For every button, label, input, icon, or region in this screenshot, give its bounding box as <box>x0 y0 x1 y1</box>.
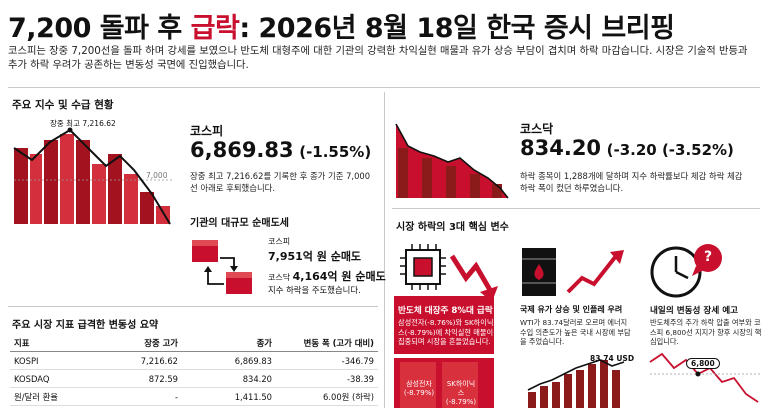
question-mark-icon: ? <box>703 249 713 265</box>
kosdaq-figure: 834.20 (-3.20 (-3.52%) <box>520 136 734 160</box>
col-header: 변동 폭 (고가 대비) <box>276 334 378 352</box>
variable-card-volatility: ? 내일의 변동성 장세 예고 반도체주의 추가 하락 압출 여부와 코스피 6… <box>646 242 764 408</box>
chip-icon <box>400 244 446 290</box>
card-title: 반도체 대장주 8%대 급락 <box>398 306 493 316</box>
title-highlight: 급락 <box>190 13 240 44</box>
down-arrow-icon <box>449 254 498 302</box>
kospi-bar <box>30 154 42 224</box>
kospi-name: 코스피 <box>190 124 224 138</box>
table-header-row: 지표 장중 고가 종가 변동 폭 (고가 대비) <box>10 334 378 352</box>
support-level-label: 6,800 <box>686 358 720 369</box>
table-cell: 6,869.83 <box>182 351 276 370</box>
table-cell: KOSDAQ <box>10 369 88 388</box>
kospi-bar <box>44 140 58 224</box>
kospi-bar <box>108 154 122 224</box>
kospi-bars <box>14 134 170 224</box>
kosdaq-change: (-3.20 (-3.52%) <box>606 141 734 159</box>
oil-barrel-icon <box>522 248 556 296</box>
table-cell: 6.00원 (하락) <box>276 387 378 406</box>
kospi-peak-label: 장중 최고 7,216.62 <box>50 118 116 128</box>
samsung-bar-label: 삼성전자 (-8.79%) <box>403 380 435 397</box>
oil-price-line <box>527 359 625 391</box>
kospi-change: (-1.55%) <box>299 143 372 161</box>
inst-kosdaq-value: 4,164억 원 순매도 <box>292 270 386 283</box>
kospi-bar <box>140 192 154 224</box>
inst-note: 지수 하락을 주도했습니다. <box>268 285 361 295</box>
card-title: 내일의 변동성 장세 예고 <box>650 306 739 316</box>
table-cell: -38.39 <box>276 369 378 388</box>
kospi-bar <box>14 148 28 224</box>
table-row: 원/달러 환율 - 1,411.50 6.00원 (하락) <box>10 387 378 406</box>
price-bars <box>528 360 620 408</box>
kospi-value: 6,869.83 <box>190 138 294 162</box>
table-cell: KOSPI <box>10 351 88 370</box>
rising-trend-icon <box>566 250 624 294</box>
kospi-bar <box>92 164 106 224</box>
table-row: KOSDAQ 872.59 834.20 -38.39 <box>10 369 378 388</box>
table-cell: 834.20 <box>182 369 276 388</box>
lead-paragraph: 코스피는 장중 7,200선을 돌파 하며 강세를 보였으나 반도체 대형주에 … <box>8 45 748 71</box>
kospi-figure: 6,869.83 (-1.55%) <box>190 138 371 162</box>
table-divider <box>8 306 378 307</box>
kosdaq-bar <box>398 148 408 198</box>
title-part1: 7,200 돌파 후 <box>8 13 191 44</box>
kosdaq-name: 코스닥 <box>520 122 554 136</box>
kospi-level-label: 7,000 <box>146 171 168 180</box>
institutional-title: 기관의 대규모 순매도세 <box>190 218 289 229</box>
kospi-description: 장중 최고 7,216.62를 기록한 후 종가 기준 7,000선 아래로 후… <box>190 171 371 193</box>
kosdaq-chart <box>395 123 509 199</box>
kosdaq-bar <box>422 158 432 198</box>
table-cell: 872.59 <box>88 369 182 388</box>
kosdaq-bar <box>492 184 502 198</box>
card-title: 국제 유가 상승 및 인플레 우려 <box>520 305 623 314</box>
oil-price-label: 83.74 USD <box>590 354 635 363</box>
kospi-line <box>13 128 171 225</box>
inst-kospi-label: 코스피 <box>268 237 291 246</box>
card-text: WTI가 83.74달러로 오르며 에너지 수입 의존도가 높은 국내 시장에 … <box>520 318 631 346</box>
kospi-peak-point <box>67 127 73 133</box>
table-title: 주요 시장 지표 급격한 변동성 요약 <box>12 320 159 331</box>
col-header: 종가 <box>182 334 276 352</box>
title-part3: : 2026년 8월 18일 한국 증시 브리핑 <box>239 13 675 44</box>
key-variables-title: 시장 하락의 3대 핵심 변수 <box>396 222 509 233</box>
center-divider <box>384 92 385 408</box>
kosdaq-value: 834.20 <box>520 136 602 160</box>
top-divider <box>8 87 760 88</box>
volatility-line <box>649 352 759 403</box>
inst-kosdaq-label: 코스닥 <box>268 273 291 282</box>
col-header: 지표 <box>10 334 88 352</box>
page-title: 7,200 돌파 후 급락: 2026년 8월 18일 한국 증시 브리핑 <box>8 6 675 45</box>
table-cell: - <box>88 387 182 406</box>
table-cell: 7,216.62 <box>88 351 182 370</box>
section-title-indices: 주요 지수 및 수급 현황 <box>12 99 114 111</box>
kosdaq-description: 하락 종목이 1,288개에 달하며 지수 하락률보다 체감 하락 체감 하락 … <box>520 171 743 193</box>
inst-kosdaq-line: 코스닥 4,164억 원 순매도 <box>268 268 386 284</box>
kosdaq-bar <box>470 174 480 198</box>
table-cell: -346.79 <box>276 351 378 370</box>
kosdaq-bar <box>446 166 456 198</box>
kospi-bar <box>60 134 74 224</box>
samsung-bar <box>400 362 436 408</box>
kospi-bar <box>76 140 90 224</box>
inst-kospi-value: 7,951억 원 순매도 <box>268 250 362 263</box>
market-summary-table: 지표 장중 고가 종가 변동 폭 (고가 대비) KOSPI 7,216.62 … <box>10 334 378 406</box>
kospi-bar <box>124 174 138 224</box>
table-cell: 1,411.50 <box>182 387 276 406</box>
level-marker <box>695 371 701 377</box>
table-cell: 원/달러 환율 <box>10 387 88 406</box>
variable-card-semiconductor: 반도체 대장주 8%대 급락 삼성전자(-8.76%)와 SK하이닉스(-8.7… <box>394 242 512 408</box>
card-text: 반도체주의 추가 하락 압출 여부와 코스피 6,800선 지지가 향후 시장의… <box>650 318 762 346</box>
transfer-boxes-icon <box>192 240 252 294</box>
skhynix-bar-label: SK하이닉스 (-8.79%) <box>445 380 477 406</box>
col-header: 장중 고가 <box>88 334 182 352</box>
question-bubble-icon <box>692 244 722 276</box>
skhynix-bar <box>442 362 478 408</box>
kosdaq-line <box>395 123 509 199</box>
kospi-chart: 장중 최고 7,216.62 7,000 <box>13 118 174 225</box>
variable-card-oil: 국제 유가 상승 및 인플레 우려 WTI가 83.74달러로 오르며 에너지 … <box>516 242 640 408</box>
card-text: 삼성전자(-8.76%)와 SK하이닉스(-8.79%)에 차익실현 매물이 집… <box>398 318 494 346</box>
clock-icon <box>650 246 702 298</box>
right-divider <box>392 208 760 209</box>
table-row: KOSPI 7,216.62 6,869.83 -346.79 <box>10 351 378 370</box>
